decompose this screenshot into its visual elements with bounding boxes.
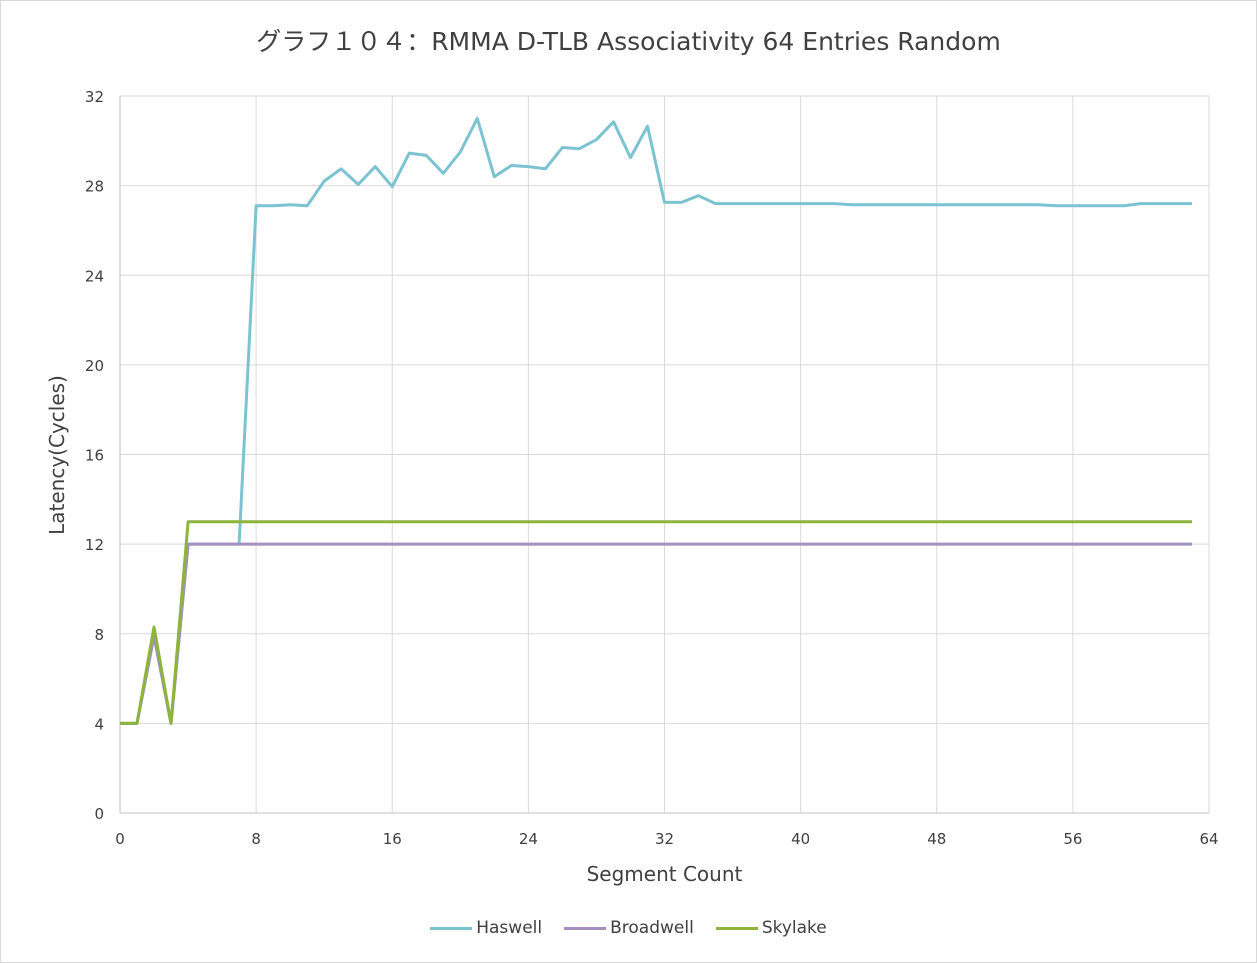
- legend-item-haswell: Haswell: [430, 918, 542, 938]
- y-tick-label: 16: [85, 447, 104, 465]
- legend-item-skylake: Skylake: [715, 918, 827, 938]
- y-tick-label: 32: [85, 88, 104, 106]
- y-tick-label: 8: [94, 626, 104, 644]
- x-tick-label: 16: [383, 830, 402, 848]
- x-tick-label: 56: [1063, 830, 1082, 848]
- x-tick-label: 40: [791, 830, 810, 848]
- legend-label: Skylake: [761, 918, 827, 938]
- y-tick-label: 12: [85, 536, 104, 554]
- legend: Haswell Broadwell Skylake: [0, 918, 1257, 938]
- legend-item-broadwell: Broadwell: [564, 918, 694, 938]
- x-tick-label: 48: [927, 830, 946, 848]
- x-axis-label: Segment Count: [586, 862, 743, 886]
- series-line-skylake: [120, 520, 1192, 725]
- y-tick-label: 28: [85, 178, 104, 196]
- series-line-broadwell: [120, 542, 1192, 725]
- x-tick-label: 64: [1199, 830, 1218, 848]
- y-tick-label: 20: [85, 357, 104, 375]
- legend-swatch: [564, 926, 607, 930]
- x-tick-label: 8: [251, 830, 261, 848]
- legend-label: Broadwell: [610, 918, 694, 938]
- legend-swatch: [715, 926, 758, 930]
- y-tick-label: 0: [94, 805, 104, 823]
- legend-label: Haswell: [476, 918, 543, 938]
- series-line-haswell: [120, 116, 1192, 725]
- x-tick-label: 0: [115, 830, 125, 848]
- y-tick-label: 4: [94, 715, 104, 733]
- x-tick-label: 32: [655, 830, 674, 848]
- y-tick-label: 24: [85, 267, 104, 285]
- legend-swatch: [430, 926, 473, 930]
- chart-title: グラフ１０４：RMMA D-TLB Associativity 64 Entri…: [256, 27, 1001, 56]
- x-tick-label: 24: [519, 830, 538, 848]
